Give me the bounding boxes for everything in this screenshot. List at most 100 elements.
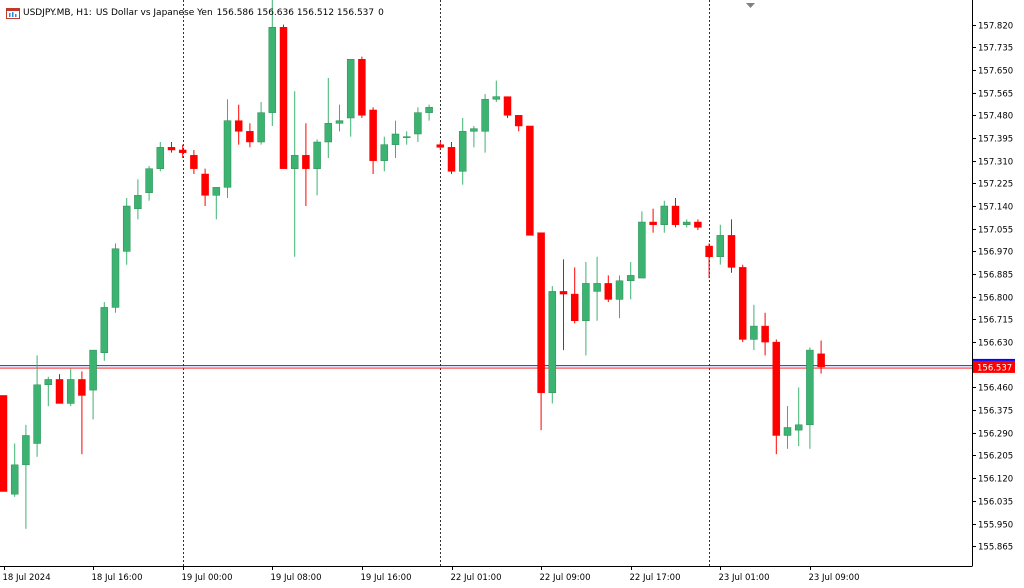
price-tick-label: 156.630 — [978, 339, 1013, 349]
candle-body — [750, 325, 758, 340]
bull-candle — [324, 77, 333, 159]
candle-body — [638, 221, 646, 279]
bull-candle — [145, 166, 153, 201]
price-tick-label: 157.650 — [978, 67, 1013, 77]
time-tick-label: 19 Jul 16:00 — [361, 573, 412, 583]
candle-body — [772, 341, 781, 436]
time-tick-label: 22 Jul 17:00 — [630, 573, 681, 583]
price-tick-label: 157.225 — [978, 180, 1013, 190]
time-tick-label: 23 Jul 01:00 — [719, 573, 770, 583]
bear-candle — [705, 243, 713, 279]
price-tick-label: 157.310 — [978, 158, 1013, 168]
candle-body — [0, 395, 8, 492]
candle-body — [817, 353, 825, 368]
candle-body — [727, 235, 736, 268]
chart-shift-marker-icon[interactable] — [746, 3, 755, 8]
candle-body — [100, 307, 109, 354]
bull-candle — [290, 91, 299, 257]
candle-body — [358, 59, 366, 116]
candle-body — [156, 147, 165, 169]
bear-candle — [279, 24, 288, 169]
candle-body — [649, 221, 657, 225]
price-tick-label: 157.055 — [978, 226, 1013, 236]
candle-body — [537, 232, 545, 394]
candle-body — [335, 120, 344, 124]
candle-body — [201, 173, 209, 196]
bull-candle — [425, 104, 433, 121]
bear-candle — [738, 264, 747, 343]
bear-candle — [0, 395, 8, 492]
candle-body — [290, 155, 299, 169]
candle-body — [548, 291, 557, 394]
bull-candle — [615, 275, 624, 319]
bear-candle — [55, 374, 64, 404]
candle-body — [660, 205, 669, 225]
candle-body — [212, 187, 221, 196]
candle-body — [761, 325, 769, 343]
candle-body — [716, 235, 725, 257]
bull-candle — [223, 99, 232, 199]
bear-candle — [570, 267, 579, 324]
candle-body — [313, 141, 321, 169]
bull-candle — [22, 424, 30, 529]
candle-body — [626, 275, 635, 281]
candle-body — [134, 195, 142, 209]
bull-candle — [10, 443, 19, 497]
bull-candle — [44, 376, 53, 407]
candle-body — [402, 136, 411, 138]
candles — [0, 0, 825, 529]
price-tick-label: 157.735 — [978, 44, 1013, 54]
price-tick-label: 157.140 — [978, 203, 1013, 213]
bull-candle — [257, 101, 265, 145]
candle-body — [22, 435, 30, 466]
bull-candle — [492, 80, 501, 102]
bear-candle — [817, 340, 825, 374]
candle-body — [178, 149, 187, 153]
candle-body — [10, 464, 19, 495]
bear-candle — [514, 115, 523, 132]
bull-candle — [380, 136, 389, 172]
bull-candle — [66, 368, 75, 407]
candle-body — [414, 112, 422, 135]
price-tick-label: 155.950 — [978, 521, 1013, 531]
bull-candle — [268, 0, 277, 126]
bull-candle — [100, 302, 109, 361]
bear-candle — [447, 141, 456, 175]
bull-candle — [582, 262, 590, 356]
bull-candle — [33, 355, 41, 457]
price-tick-label: 156.205 — [978, 452, 1013, 462]
bear-candle — [178, 144, 187, 159]
price-tick-label: 155.865 — [978, 543, 1013, 553]
bear-candle — [503, 96, 512, 118]
bull-candle — [626, 262, 635, 300]
bear-candle — [671, 198, 680, 228]
bull-candle — [682, 219, 691, 228]
candle-body — [593, 283, 601, 292]
bear-candle — [302, 123, 310, 207]
candle-body — [582, 283, 590, 322]
candle-body — [111, 248, 120, 308]
candle-body — [44, 379, 53, 386]
candle-body — [55, 379, 64, 404]
bull-candle — [593, 256, 601, 321]
candle-body — [122, 205, 131, 252]
candle-body — [391, 133, 400, 145]
candle-body — [503, 96, 512, 116]
candle-body — [458, 131, 467, 172]
bear-candle — [761, 312, 769, 356]
candle-body — [145, 168, 153, 193]
bear-candle — [604, 275, 613, 303]
candle-body — [738, 267, 747, 340]
candle-body — [806, 349, 814, 426]
time-tick-label: 19 Jul 08:00 — [271, 573, 322, 583]
time-axis: 18 Jul 2024 18 Jul 16:00 19 Jul 00:00 19 Ju… — [0, 566, 973, 583]
current-price-tag: 156.537 — [973, 358, 1015, 373]
candle-body — [481, 99, 489, 132]
price-tick-label: 156.800 — [978, 294, 1013, 304]
candle-body — [167, 147, 176, 151]
candle-body — [380, 144, 389, 161]
bull-candle — [391, 120, 400, 159]
price-tag-box — [973, 360, 1015, 373]
bull-candle — [156, 141, 165, 172]
